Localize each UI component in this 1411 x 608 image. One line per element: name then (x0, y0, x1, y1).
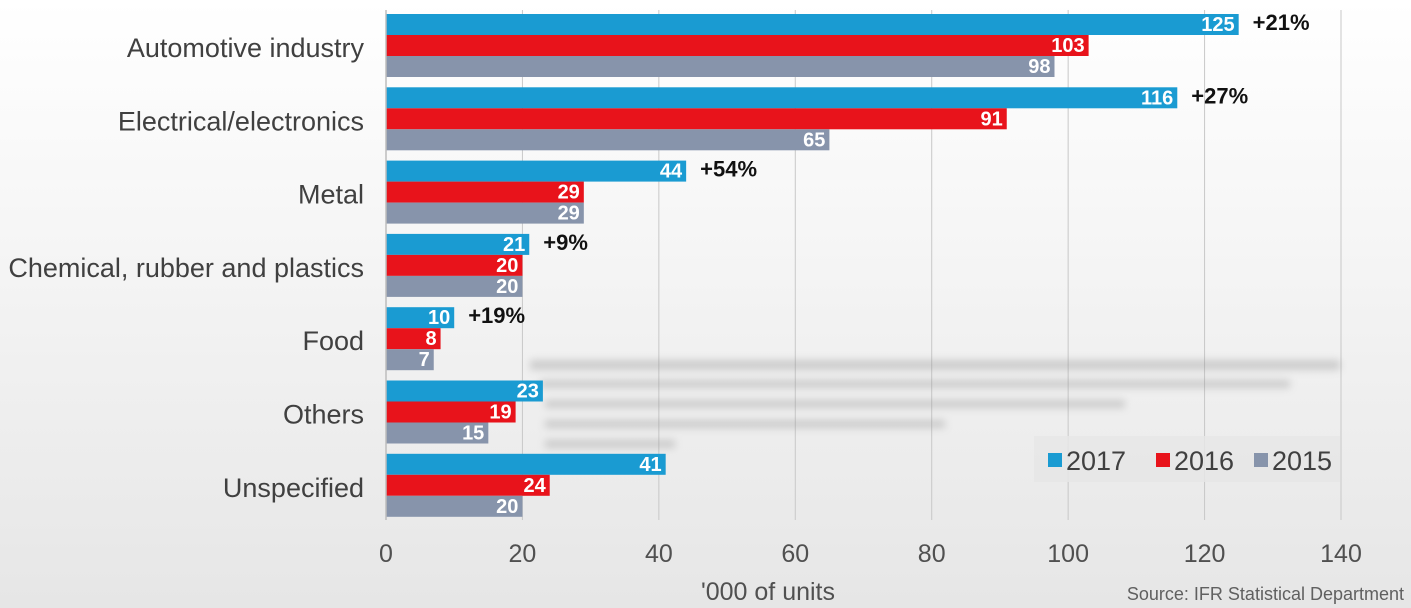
bar-others-2015 (386, 422, 489, 444)
source-note: Source: IFR Statistical Department (1127, 584, 1404, 604)
data-label-unspecified-2017: 41 (639, 454, 661, 476)
legend-box (1034, 436, 1340, 482)
bar-electrical-electronics-2015 (386, 129, 830, 151)
legend-label-2015: 2015 (1272, 446, 1332, 476)
growth-label-electrical-electronics: +27% (1191, 83, 1248, 108)
x-tick-labels: 0 20 40 60 80 100 120 140 (379, 540, 1362, 568)
data-label-electrical-electronics-2016: 91 (981, 108, 1003, 130)
category-label-unspecified: Unspecified (223, 473, 364, 503)
growth-label-food: +19% (468, 303, 525, 328)
category-label-metal: Metal (298, 180, 364, 210)
data-label-food-2016: 8 (425, 328, 436, 350)
bar-electrical-electronics-2017 (386, 87, 1178, 109)
legend-label-2017: 2017 (1066, 446, 1126, 476)
data-label-food-2017: 10 (428, 307, 450, 329)
bar-unspecified-2015 (386, 495, 523, 517)
bar-electrical-electronics-2016 (386, 108, 1007, 130)
category-label-electrical-electronics: Electrical/electronics (118, 106, 364, 136)
data-label-electrical-electronics-2015: 65 (803, 129, 825, 151)
data-label-chemical-rubber-and-plastics-2017: 21 (503, 234, 525, 256)
x-tick-label: 100 (1047, 540, 1089, 568)
x-tick-label: 80 (918, 540, 946, 568)
legend-swatch-2015 (1254, 453, 1268, 467)
category-label-automotive-industry: Automotive industry (127, 33, 365, 63)
x-tick-label: 20 (509, 540, 537, 568)
bars: 1251039811691654429292120201087231915412… (386, 14, 1239, 518)
bar-food-2016 (386, 328, 441, 350)
x-tick-label: 60 (781, 540, 809, 568)
data-label-food-2015: 7 (419, 349, 430, 371)
data-label-metal-2017: 44 (660, 161, 683, 183)
legend-swatch-2017 (1048, 453, 1062, 467)
bar-metal-2016 (386, 181, 584, 203)
data-label-automotive-industry-2016: 103 (1051, 35, 1084, 57)
bar-others-2017 (386, 380, 543, 402)
bar-chemical-rubber-and-plastics-2017 (386, 233, 530, 255)
data-label-automotive-industry-2017: 125 (1201, 14, 1234, 36)
legend: 2017 2016 2015 (1034, 436, 1340, 482)
bar-automotive-industry-2017 (386, 14, 1239, 35)
category-label-others: Others (283, 400, 364, 430)
bar-automotive-industry-2015 (386, 56, 1055, 77)
growth-label-chemical-rubber-and-plastics: +9% (543, 230, 588, 255)
blurred-background-artifact (530, 360, 1340, 448)
bar-unspecified-2016 (386, 474, 550, 496)
data-label-others-2017: 23 (517, 381, 539, 403)
data-label-chemical-rubber-and-plastics-2016: 20 (496, 255, 518, 277)
x-tick-label: 140 (1320, 540, 1362, 568)
bar-metal-2017 (386, 160, 687, 182)
data-label-chemical-rubber-and-plastics-2015: 20 (496, 276, 518, 298)
growth-label-metal: +54% (700, 157, 757, 182)
bar-food-2015 (386, 349, 434, 371)
x-tick-label: 40 (645, 540, 673, 568)
data-label-electrical-electronics-2017: 116 (1141, 87, 1173, 109)
legend-swatch-2016 (1156, 453, 1170, 467)
x-tick-label: 0 (379, 540, 393, 568)
bar-metal-2015 (386, 202, 584, 224)
x-tick-label: 120 (1184, 540, 1226, 568)
bar-chemical-rubber-and-plastics-2016 (386, 254, 523, 276)
category-label-food: Food (302, 326, 364, 356)
data-label-others-2016: 19 (489, 402, 511, 424)
bar-others-2016 (386, 401, 516, 423)
category-labels: Automotive industry Electrical/electronic… (8, 33, 364, 503)
bar-unspecified-2017 (386, 453, 666, 475)
data-label-metal-2015: 29 (558, 203, 580, 225)
x-axis-title: '000 of units (701, 578, 835, 606)
data-label-metal-2016: 29 (558, 182, 580, 204)
legend-label-2016: 2016 (1174, 446, 1234, 476)
growth-labels: +21% +27% +54% +9% +19% (468, 10, 1309, 328)
data-label-others-2015: 15 (462, 423, 484, 445)
growth-label-automotive-industry: +21% (1253, 10, 1310, 35)
data-label-unspecified-2016: 24 (523, 475, 546, 497)
bar-automotive-industry-2016 (386, 35, 1089, 56)
data-label-unspecified-2015: 20 (496, 496, 518, 518)
bar-chemical-rubber-and-plastics-2015 (386, 275, 523, 297)
data-label-automotive-industry-2015: 98 (1028, 56, 1050, 78)
bar-food-2017 (386, 307, 455, 329)
category-label-chemical-rubber-and-plastics: Chemical, rubber and plastics (8, 253, 364, 283)
